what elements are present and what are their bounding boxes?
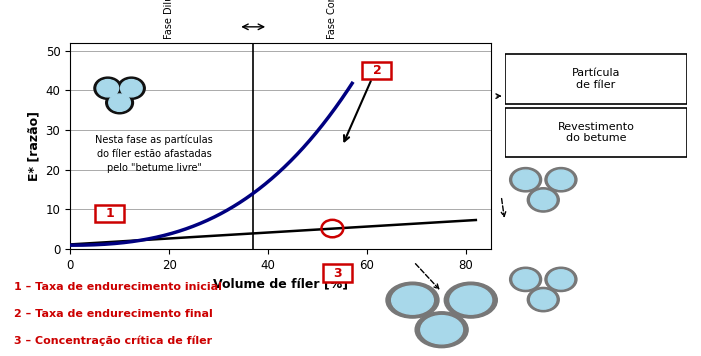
Circle shape [527, 287, 559, 312]
Circle shape [531, 290, 556, 309]
FancyBboxPatch shape [322, 264, 352, 282]
Circle shape [109, 94, 130, 111]
Text: 2: 2 [372, 64, 381, 77]
Text: 3 – Concentração crítica de fíler: 3 – Concentração crítica de fíler [14, 335, 212, 346]
Circle shape [450, 286, 491, 314]
Text: Nesta fase as partículas
do fíler estão afastadas
pelo "betume livre": Nesta fase as partículas do fíler estão … [95, 135, 213, 173]
Circle shape [548, 170, 573, 189]
Circle shape [392, 286, 433, 314]
Text: 1 – Taxa de endurecimento inicial: 1 – Taxa de endurecimento inicial [14, 282, 222, 292]
Text: 1: 1 [105, 207, 114, 220]
Circle shape [513, 270, 538, 289]
Circle shape [548, 270, 573, 289]
Circle shape [94, 77, 122, 99]
Circle shape [415, 312, 468, 348]
Circle shape [444, 282, 497, 318]
Circle shape [513, 170, 538, 189]
FancyBboxPatch shape [505, 54, 687, 104]
Circle shape [531, 190, 556, 209]
Text: 2 – Taxa de endurecimento final: 2 – Taxa de endurecimento final [14, 309, 213, 319]
Circle shape [386, 282, 439, 318]
Circle shape [121, 79, 142, 97]
Circle shape [510, 168, 542, 192]
Circle shape [527, 188, 559, 212]
FancyBboxPatch shape [95, 205, 124, 222]
Circle shape [510, 267, 542, 292]
Circle shape [421, 316, 463, 344]
Y-axis label: E* [razão]: E* [razão] [27, 111, 40, 181]
Text: Revestimento
do betume: Revestimento do betume [557, 122, 634, 143]
Text: Partícula
de fíler: Partícula de fíler [571, 68, 620, 90]
Circle shape [106, 91, 133, 114]
Circle shape [545, 168, 577, 192]
Text: 3: 3 [333, 267, 341, 279]
Text: Fase Concentrada: Fase Concentrada [327, 0, 337, 39]
Circle shape [545, 267, 577, 292]
FancyBboxPatch shape [505, 108, 687, 157]
X-axis label: Volume de fíler [%]: Volume de fíler [%] [213, 277, 348, 290]
Text: Fase Diluída: Fase Diluída [164, 0, 174, 39]
FancyBboxPatch shape [362, 62, 391, 79]
Circle shape [118, 77, 145, 99]
Circle shape [97, 79, 118, 97]
